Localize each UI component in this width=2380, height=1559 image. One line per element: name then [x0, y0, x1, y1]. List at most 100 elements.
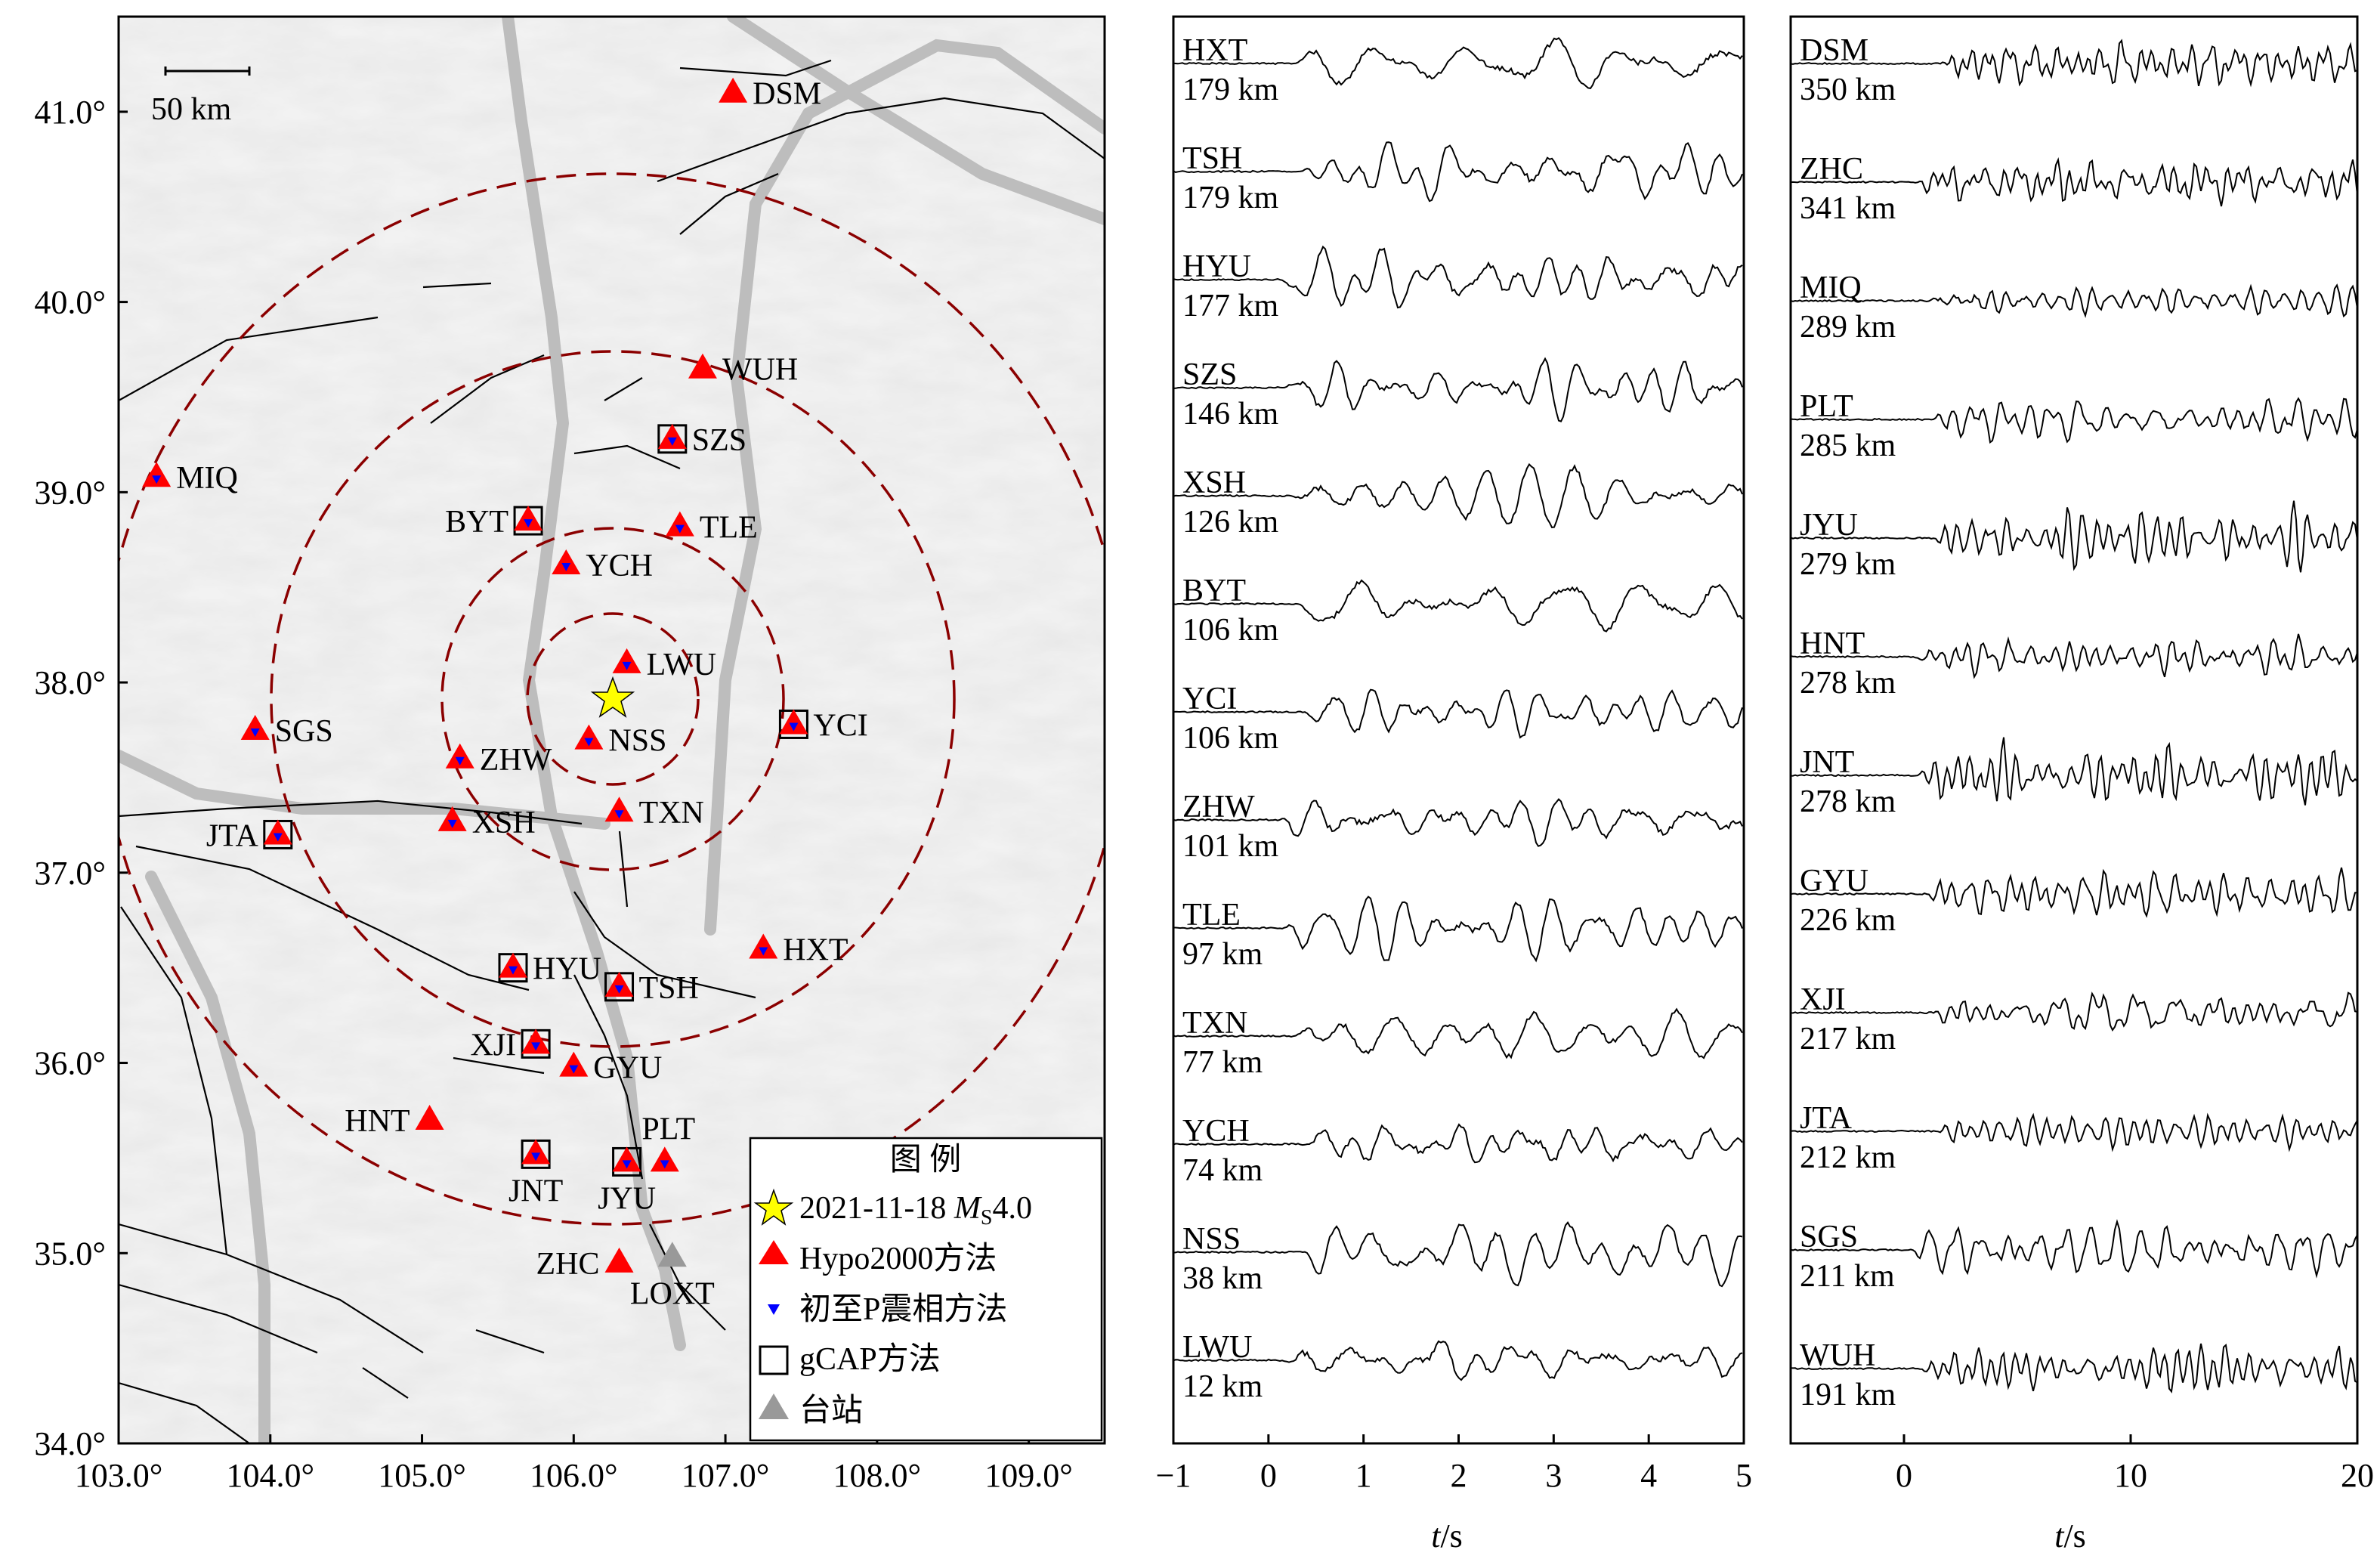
station-label: LWU — [647, 648, 717, 682]
lon-tick-label: 104.0° — [226, 1457, 314, 1494]
legend-p-icon — [768, 1304, 780, 1315]
station-dsm: DSM — [719, 77, 821, 112]
p-phase-marker — [622, 661, 632, 670]
lon-tick-label: 107.0° — [682, 1457, 770, 1494]
trace-distance: 191 km — [1800, 1378, 1896, 1412]
trace-wuh: WUH 191 km — [1791, 1338, 2357, 1412]
trace-distance: 179 km — [1182, 73, 1279, 107]
map-features: DSM WUH SZS MIQ BYT TLE YCH LWU SGS YCI NSS ZHW TXN X… — [119, 17, 1105, 1443]
station-label: WUH — [722, 353, 798, 388]
station-label: TLE — [700, 511, 758, 546]
station-hyu: HYU — [498, 952, 601, 987]
waveform-line — [1173, 688, 1743, 739]
waveform-line — [1173, 141, 1743, 203]
x-tick-label: 0 — [1260, 1457, 1277, 1494]
lon-tick-label: 108.0° — [833, 1457, 922, 1494]
station-jnt: JNT — [508, 1139, 563, 1208]
trace-distance: 12 km — [1182, 1369, 1263, 1404]
trace-name: JNT — [1800, 745, 1854, 780]
waveform-line — [1791, 1343, 2357, 1394]
hypo-triangle — [665, 511, 694, 537]
trace-name: LWU — [1182, 1330, 1253, 1365]
trace-distance: 177 km — [1182, 289, 1279, 323]
station-label: JYU — [598, 1181, 656, 1216]
station-jta: JTA — [206, 818, 293, 853]
ring-50km — [526, 612, 700, 786]
fault-line — [573, 891, 756, 999]
station-label: HYU — [533, 952, 601, 987]
trace-distance: 350 km — [1800, 73, 1896, 107]
p-phase-marker — [667, 437, 677, 446]
trace-zhc: ZHC 341 km — [1791, 152, 2357, 226]
trace-tle: TLE 97 km — [1173, 895, 1743, 972]
lat-tick-label: 40.0° — [34, 284, 106, 321]
waveform-line — [1173, 462, 1743, 528]
legend-event-prefix: 2021-11-18 — [799, 1191, 954, 1226]
trace-name: SGS — [1800, 1220, 1858, 1254]
lat-tick-label: 38.0° — [34, 664, 106, 701]
p-phase-marker — [675, 524, 685, 534]
station-label: MIQ — [176, 461, 238, 496]
legend-p-label: 初至P震相方法 — [799, 1292, 1007, 1327]
trace-name: BYT — [1182, 574, 1246, 608]
trace-name: HNT — [1800, 626, 1865, 661]
fault-line — [120, 906, 228, 1255]
lat-tick-label: 36.0° — [34, 1045, 106, 1082]
waveform-line — [1173, 1221, 1743, 1288]
trace-gyu: GYU 226 km — [1791, 864, 2357, 938]
hypo-triangle — [445, 743, 474, 769]
station-tsh: TSH — [604, 971, 699, 1006]
legend: 图 例 2021-11-18 MS4.0 Hypo2000方法 初至P震相方法 … — [749, 1137, 1103, 1442]
station-nss: NSS — [574, 724, 666, 759]
waveform-frame-left — [1172, 15, 1745, 1445]
waveform-line — [1173, 37, 1743, 89]
trace-distance: 77 km — [1182, 1045, 1263, 1080]
fault-line — [573, 444, 681, 470]
x-tick-label: 10 — [2114, 1457, 2147, 1494]
station-label: GYU — [593, 1051, 662, 1086]
trace-byt: BYT 106 km — [1173, 574, 1743, 648]
trace-txn: TXN 77 km — [1173, 1006, 1743, 1080]
station-hnt: HNT — [345, 1104, 444, 1139]
legend-triangle-icon — [759, 1240, 789, 1264]
station-label: SGS — [275, 714, 333, 749]
p-phase-marker — [152, 475, 162, 484]
station-hxt: HXT — [749, 933, 848, 967]
lat-tick-label: 37.0° — [34, 855, 106, 892]
hypo-triangle — [142, 462, 172, 487]
p-phase-marker — [759, 947, 768, 956]
station-plt: PLT — [641, 1112, 695, 1172]
trace-name: HXT — [1182, 33, 1247, 68]
x-tick-label: 0 — [1896, 1457, 1912, 1494]
lat-tick-label: 41.0° — [34, 94, 106, 131]
legend-event-mag-sub: S — [981, 1206, 993, 1230]
station-label: DSM — [753, 77, 821, 112]
station-byt: BYT — [445, 505, 543, 540]
station-label: HXT — [783, 933, 848, 967]
station-sgs: SGS — [240, 714, 333, 749]
trace-sgs: SGS 211 km — [1791, 1219, 2357, 1294]
trace-name: TLE — [1182, 898, 1241, 933]
trace-name: TXN — [1182, 1006, 1247, 1041]
hypo-triangle — [612, 648, 641, 673]
station-ych: YCH — [552, 549, 653, 583]
trace-plt: PLT 285 km — [1791, 389, 2357, 463]
station-triangle — [657, 1242, 687, 1267]
p-phase-marker — [614, 985, 624, 994]
trace-distance: 106 km — [1182, 613, 1279, 648]
fault-line — [119, 1381, 250, 1443]
fault-line — [679, 172, 779, 235]
lon-tick-label: 103.0° — [75, 1457, 163, 1494]
trace-tsh: TSH 179 km — [1173, 141, 1743, 215]
legend-star-icon — [753, 1188, 794, 1226]
station-xji: XJI — [470, 1028, 551, 1063]
hypo-triangle — [604, 1247, 634, 1273]
hypo-triangle — [415, 1105, 444, 1131]
waveform-panel-right: DSM 350 km ZHC 341 km MIQ 289 km PLT 285 km JYU 2… — [1789, 15, 2374, 1554]
waveform-xlabel-right: t/s — [2054, 1517, 2086, 1554]
ring-100km — [440, 527, 785, 871]
x-tick-label: −1 — [1156, 1457, 1192, 1494]
station-label: JNT — [508, 1174, 563, 1208]
